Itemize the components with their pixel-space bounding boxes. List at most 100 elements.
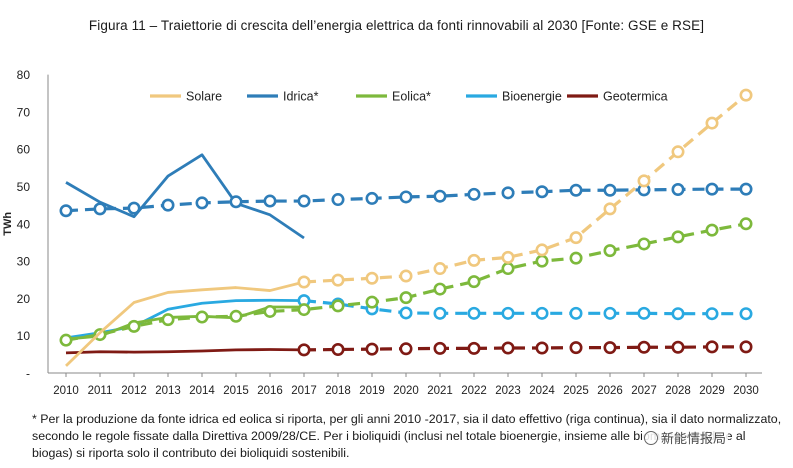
y-tick-label: 60 [17, 143, 31, 157]
series-idrica-marker [93, 202, 107, 216]
series-eolica-marker [637, 237, 651, 251]
series-idrica-marker [671, 182, 685, 196]
y-tick-label: 10 [17, 329, 31, 343]
series-eolica-marker [569, 251, 583, 265]
series-eolica-marker [161, 313, 175, 327]
series-idrica-marker [467, 187, 481, 201]
y-tick-label: 50 [17, 180, 31, 194]
series-geotermica-marker [501, 341, 515, 355]
series-eolica-marker [195, 310, 209, 324]
x-tick-label: 2015 [223, 385, 249, 397]
x-tick-label: 2025 [563, 385, 589, 397]
x-tick-label: 2017 [291, 385, 317, 397]
series-solare-marker [365, 271, 379, 285]
series-geotermica-marker [637, 340, 651, 354]
series-bioenergie-marker [467, 306, 481, 320]
x-tick-label: 2024 [529, 385, 555, 397]
series-bioenergie-marker [399, 306, 413, 320]
series-eolica-marker [467, 275, 481, 289]
series-eolica-marker [739, 217, 753, 231]
series-bioenergie-marker [535, 306, 549, 320]
series-bioenergie-marker [671, 307, 685, 321]
series-solare-marker [535, 243, 549, 257]
x-tick-label: 2018 [325, 385, 351, 397]
x-tick-label: 2011 [88, 385, 113, 397]
legend-label-solare: Solare [186, 90, 222, 104]
series-bioenergie-marker [433, 306, 447, 320]
series-geotermica-marker [297, 343, 311, 357]
series-idrica-marker [365, 191, 379, 205]
series-bioenergie-marker [603, 306, 617, 320]
series-solare-actual-line [65, 280, 305, 367]
series-eolica-marker [229, 309, 243, 323]
wechat-icon [644, 430, 658, 445]
x-tick-label: 2012 [121, 385, 147, 397]
series-eolica-marker [331, 299, 345, 313]
series-eolica-marker [705, 223, 719, 237]
series-bioenergie-marker [501, 306, 515, 320]
series-idrica-marker [433, 189, 447, 203]
y-tick-label: 80 [17, 68, 31, 82]
series-bioenergie-marker [637, 306, 651, 320]
series-geotermica-marker [399, 342, 413, 356]
y-tick-label: 70 [17, 105, 31, 119]
series-idrica-marker [569, 183, 583, 197]
y-axis-title: TWh [2, 212, 14, 236]
x-tick-label: 2021 [427, 385, 453, 397]
x-tick-label: 2020 [393, 385, 419, 397]
series-solare-marker [501, 250, 515, 264]
series-bioenergie-marker [739, 307, 753, 321]
x-tick-label: 2010 [53, 385, 79, 397]
series-solare-marker [569, 231, 583, 245]
watermark: 新能情报局 [642, 428, 729, 447]
series-geotermica-marker [671, 340, 685, 354]
series-geotermica-marker [467, 341, 481, 355]
series-solare-marker [637, 174, 651, 188]
series-solare-marker [671, 145, 685, 159]
x-tick-label: 2016 [257, 385, 283, 397]
x-tick-label: 2022 [461, 385, 487, 397]
y-tick-label: 40 [17, 217, 31, 231]
series-idrica-marker [705, 182, 719, 196]
x-tick-label: 2014 [189, 385, 215, 397]
series-bioenergie-marker [705, 307, 719, 321]
series-idrica-marker [739, 182, 753, 196]
series-solare-marker [331, 273, 345, 287]
series-idrica-marker [127, 201, 141, 215]
series-idrica-marker [603, 183, 617, 197]
series-eolica-marker [263, 304, 277, 318]
footnote: * Per la produzione da fonte idrica ed e… [32, 412, 782, 460]
series-eolica-marker [535, 254, 549, 268]
series-solare-projected-line [303, 93, 748, 284]
x-tick-label: 2019 [359, 385, 385, 397]
series-geotermica-marker [569, 341, 583, 355]
series-idrica-marker [195, 196, 209, 210]
series-solare-marker [705, 116, 719, 130]
series-geotermica-marker [705, 340, 719, 354]
series-eolica-marker [603, 244, 617, 258]
series-eolica-marker [671, 230, 685, 244]
series-geotermica-marker [331, 343, 345, 357]
series-geotermica-marker [739, 340, 753, 354]
series-solare-marker [399, 269, 413, 283]
x-tick-label: 2029 [699, 385, 725, 397]
y-tick-label: - [26, 367, 30, 381]
y-tick-label: 30 [17, 255, 31, 269]
series-idrica-marker [161, 198, 175, 212]
series-bioenergie-marker [569, 306, 583, 320]
series-solare-marker [297, 275, 311, 289]
series-idrica-marker [399, 190, 413, 204]
series-eolica-marker [59, 333, 73, 347]
y-tick-label: 20 [17, 292, 31, 306]
series-idrica-marker [535, 185, 549, 199]
x-tick-label: 2013 [155, 385, 181, 397]
series-idrica-marker [59, 204, 73, 218]
series-idrica-marker [263, 194, 277, 208]
watermark-text: 新能情报局 [661, 431, 727, 446]
axes: - 10 20 30 40 50 60 70 80 TWh 2010 2011 2012 2013 2014… [2, 68, 762, 397]
legend-label-eolica: Eolica* [392, 90, 431, 104]
legend-label-geotermica: Geotermica [603, 90, 668, 104]
series-geotermica-marker [433, 341, 447, 355]
chart-title: Figura 11 – Traiettorie di crescita dell… [88, 18, 705, 33]
series-geotermica-marker [603, 341, 617, 355]
